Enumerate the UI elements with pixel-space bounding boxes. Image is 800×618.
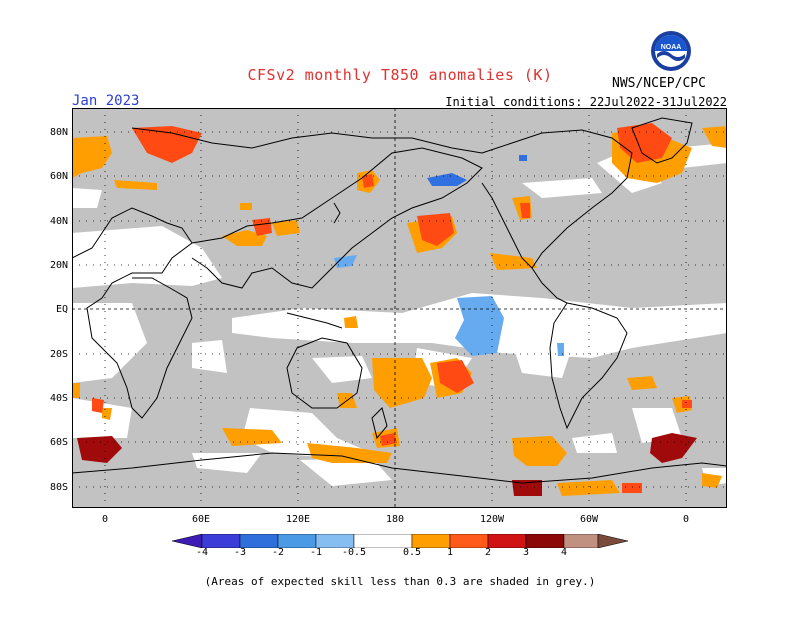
noaa-logo: NOAA	[651, 31, 691, 71]
extreme-warm-anomalies	[77, 433, 697, 496]
legend-label-05: 0.5	[402, 547, 422, 558]
legend-label-4: 4	[560, 547, 568, 558]
noaa-logo-text: NOAA	[661, 44, 682, 51]
reference-lines	[72, 108, 727, 508]
legend-label-2: 2	[484, 547, 492, 558]
forecast-month: Jan 2023	[72, 93, 140, 109]
legend-label-neg3: -3	[233, 547, 247, 558]
lat-label-60n: 60N	[49, 171, 68, 182]
lat-label-20s: 20S	[49, 349, 68, 360]
legend-label-neg1: -1	[309, 547, 323, 558]
lon-label-180: 180	[385, 514, 405, 525]
legend-label-1: 1	[446, 547, 454, 558]
lon-label-120w: 120W	[479, 514, 505, 525]
lat-label-eq: EQ	[55, 304, 68, 315]
anomaly-map	[72, 108, 727, 508]
agency-label: NWS/NCEP/CPC	[612, 76, 706, 91]
lon-label-0: 0	[101, 514, 109, 525]
lat-label-80s: 80S	[49, 482, 68, 493]
lat-label-60s: 60S	[49, 437, 68, 448]
strong-warm-anomalies	[92, 123, 692, 493]
color-legend	[172, 534, 628, 548]
lat-label-40s: 40S	[49, 393, 68, 404]
legend-label-neg05: -0.5	[341, 547, 367, 558]
lon-label-60w: 60W	[579, 514, 599, 525]
legend-label-neg2: -2	[271, 547, 285, 558]
lat-label-40n: 40N	[49, 216, 68, 227]
initial-conditions: Initial conditions: 22Jul2022-31Jul2022	[445, 95, 727, 109]
lat-label-80n: 80N	[49, 127, 68, 138]
page-title: CFSv2 monthly T850 anomalies (K)	[247, 66, 553, 84]
lon-label-0-east: 0	[682, 514, 690, 525]
lon-label-120e: 120E	[285, 514, 311, 525]
coastlines	[72, 117, 727, 484]
skill-note: (Areas of expected skill less than 0.3 a…	[204, 575, 596, 588]
lat-label-20n: 20N	[49, 260, 68, 271]
lon-label-60e: 60E	[191, 514, 211, 525]
legend-label-neg4: -4	[195, 547, 209, 558]
legend-label-3: 3	[522, 547, 530, 558]
